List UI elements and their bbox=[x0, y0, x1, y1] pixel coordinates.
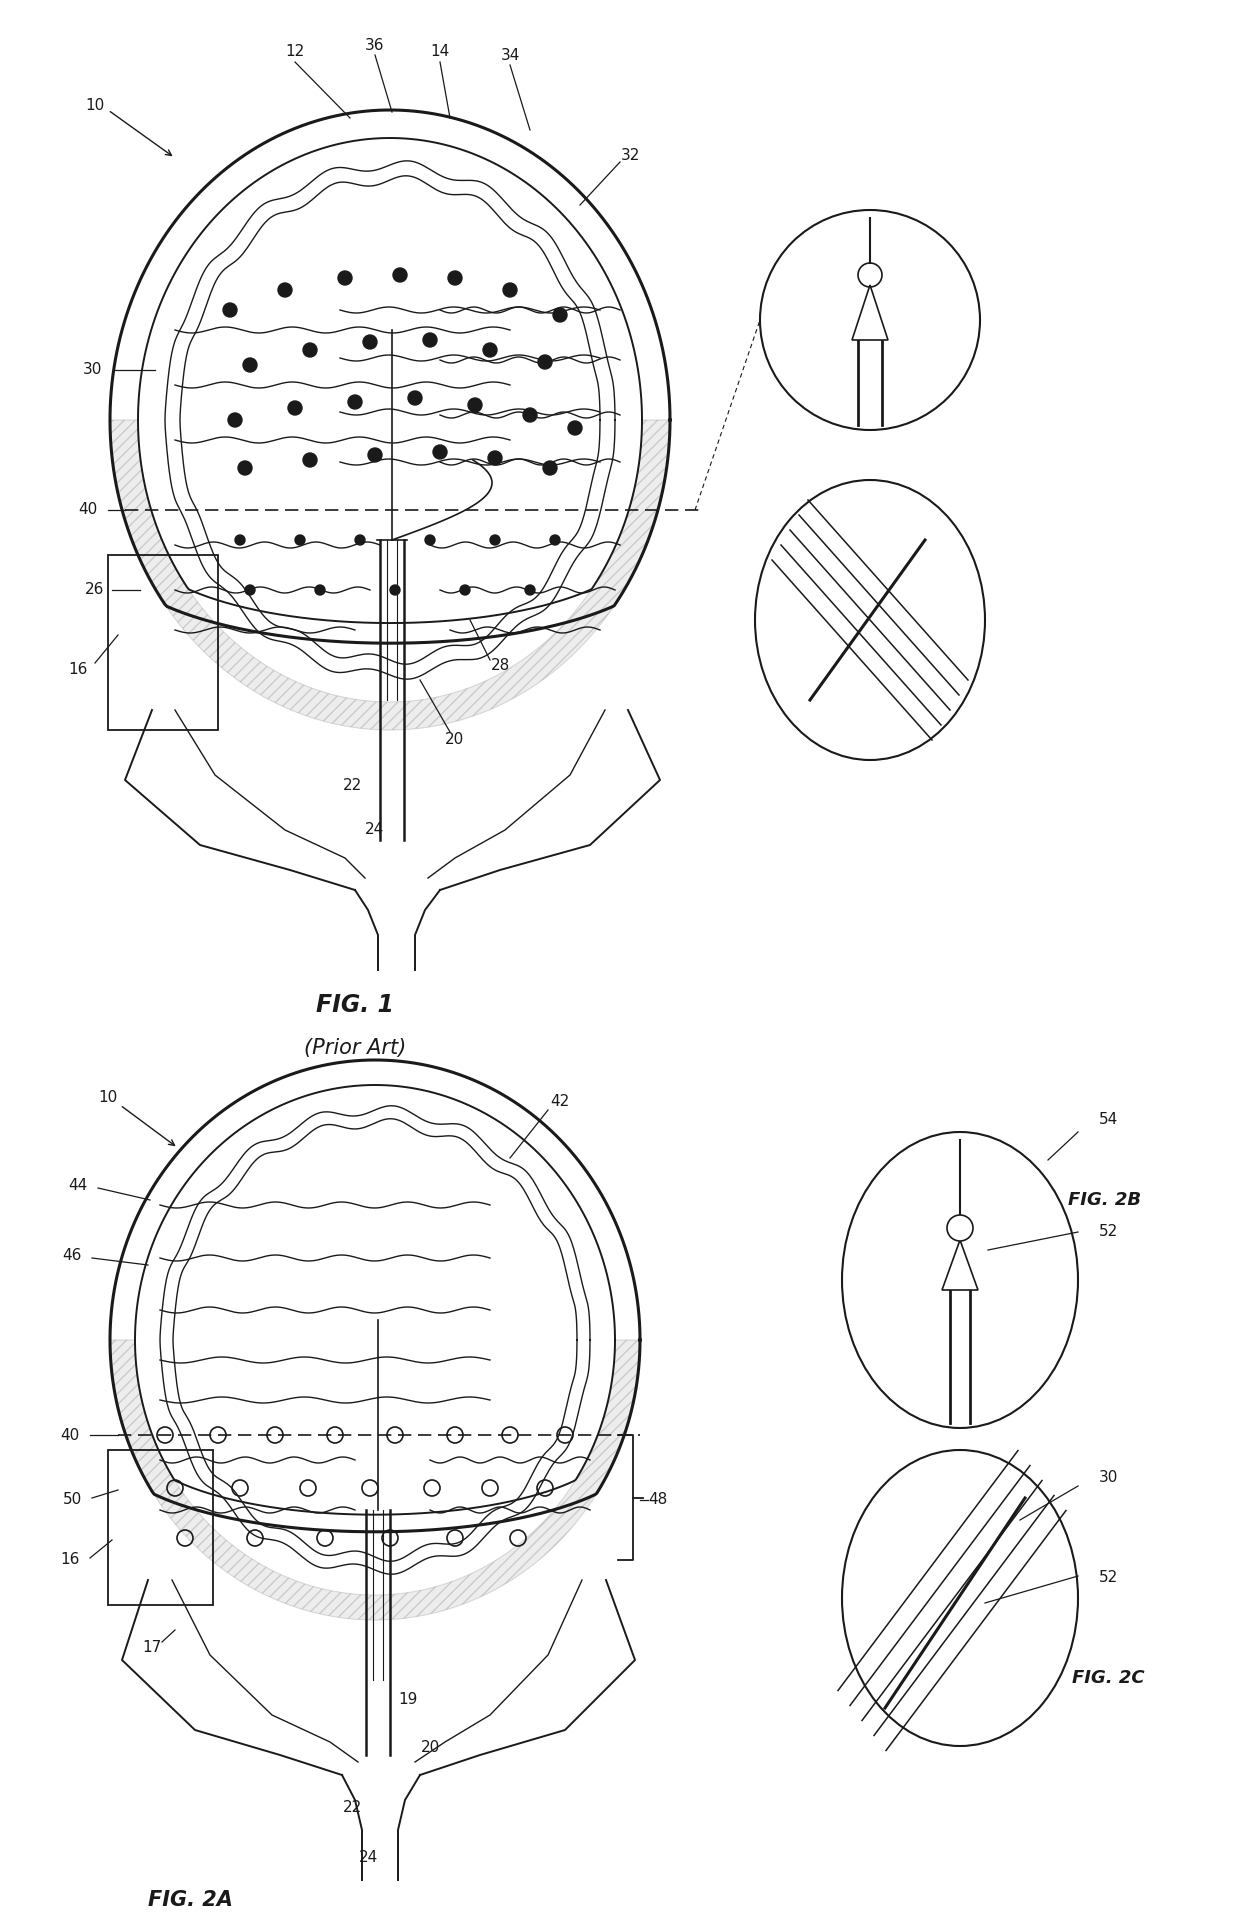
Text: FIG. 1: FIG. 1 bbox=[316, 992, 394, 1017]
Polygon shape bbox=[110, 1339, 640, 1621]
Circle shape bbox=[484, 343, 497, 356]
Circle shape bbox=[433, 445, 446, 459]
Circle shape bbox=[236, 536, 246, 545]
Text: 12: 12 bbox=[285, 44, 305, 60]
Circle shape bbox=[525, 586, 534, 595]
Circle shape bbox=[858, 262, 882, 287]
Circle shape bbox=[467, 399, 482, 412]
Circle shape bbox=[408, 391, 422, 405]
Circle shape bbox=[460, 586, 470, 595]
Circle shape bbox=[538, 355, 552, 368]
Circle shape bbox=[303, 343, 317, 356]
Text: 16: 16 bbox=[61, 1553, 79, 1567]
Text: 46: 46 bbox=[62, 1247, 82, 1262]
Circle shape bbox=[223, 303, 237, 318]
Polygon shape bbox=[942, 1239, 978, 1289]
Circle shape bbox=[246, 586, 255, 595]
Circle shape bbox=[568, 420, 582, 436]
Circle shape bbox=[339, 272, 352, 285]
Text: 40: 40 bbox=[78, 503, 98, 518]
Text: 20: 20 bbox=[445, 732, 465, 748]
Circle shape bbox=[503, 283, 517, 297]
Text: 30: 30 bbox=[82, 362, 102, 378]
Text: 30: 30 bbox=[1099, 1470, 1117, 1486]
Text: 26: 26 bbox=[86, 582, 104, 597]
Circle shape bbox=[303, 453, 317, 466]
Text: 44: 44 bbox=[68, 1177, 88, 1193]
Circle shape bbox=[368, 447, 382, 462]
Text: 16: 16 bbox=[68, 663, 88, 678]
Bar bbox=[108, 1449, 213, 1605]
Text: 52: 52 bbox=[1099, 1571, 1117, 1586]
Text: 24: 24 bbox=[358, 1850, 378, 1865]
Circle shape bbox=[288, 401, 303, 414]
Circle shape bbox=[551, 536, 560, 545]
Text: 14: 14 bbox=[430, 44, 450, 60]
Circle shape bbox=[423, 333, 436, 347]
Text: 17: 17 bbox=[143, 1640, 161, 1655]
Bar bbox=[108, 555, 218, 730]
Circle shape bbox=[238, 461, 252, 474]
Circle shape bbox=[295, 536, 305, 545]
Text: 19: 19 bbox=[398, 1692, 418, 1707]
Circle shape bbox=[553, 308, 567, 322]
Text: 50: 50 bbox=[62, 1493, 82, 1507]
Circle shape bbox=[393, 268, 407, 281]
Text: FIG. 2C: FIG. 2C bbox=[1071, 1669, 1145, 1686]
Circle shape bbox=[228, 412, 242, 428]
Text: 40: 40 bbox=[61, 1428, 79, 1443]
Circle shape bbox=[348, 395, 362, 409]
Text: 54: 54 bbox=[1099, 1112, 1117, 1127]
Text: FIG. 2B: FIG. 2B bbox=[1069, 1191, 1142, 1208]
Text: 22: 22 bbox=[342, 1800, 362, 1815]
Text: 52: 52 bbox=[1099, 1224, 1117, 1239]
Circle shape bbox=[391, 586, 401, 595]
Text: 10: 10 bbox=[86, 98, 104, 112]
Text: 36: 36 bbox=[366, 37, 384, 52]
Text: 32: 32 bbox=[620, 148, 640, 162]
Text: (Prior Art): (Prior Art) bbox=[304, 1039, 407, 1058]
Text: 48: 48 bbox=[649, 1493, 667, 1507]
Circle shape bbox=[363, 335, 377, 349]
Text: 42: 42 bbox=[551, 1095, 569, 1110]
Text: 22: 22 bbox=[342, 777, 362, 792]
Circle shape bbox=[425, 536, 435, 545]
Circle shape bbox=[947, 1216, 973, 1241]
Circle shape bbox=[315, 586, 325, 595]
Circle shape bbox=[489, 451, 502, 464]
Text: 20: 20 bbox=[420, 1740, 440, 1755]
Text: 28: 28 bbox=[490, 657, 510, 673]
Text: 34: 34 bbox=[500, 48, 520, 62]
Text: 24: 24 bbox=[366, 823, 384, 838]
Text: FIG. 2A: FIG. 2A bbox=[148, 1890, 232, 1910]
Circle shape bbox=[490, 536, 500, 545]
Polygon shape bbox=[110, 420, 670, 730]
Circle shape bbox=[278, 283, 291, 297]
Circle shape bbox=[543, 461, 557, 474]
Circle shape bbox=[355, 536, 365, 545]
Text: 10: 10 bbox=[98, 1091, 118, 1106]
Circle shape bbox=[448, 272, 463, 285]
Circle shape bbox=[523, 409, 537, 422]
Polygon shape bbox=[852, 285, 888, 339]
Circle shape bbox=[243, 358, 257, 372]
